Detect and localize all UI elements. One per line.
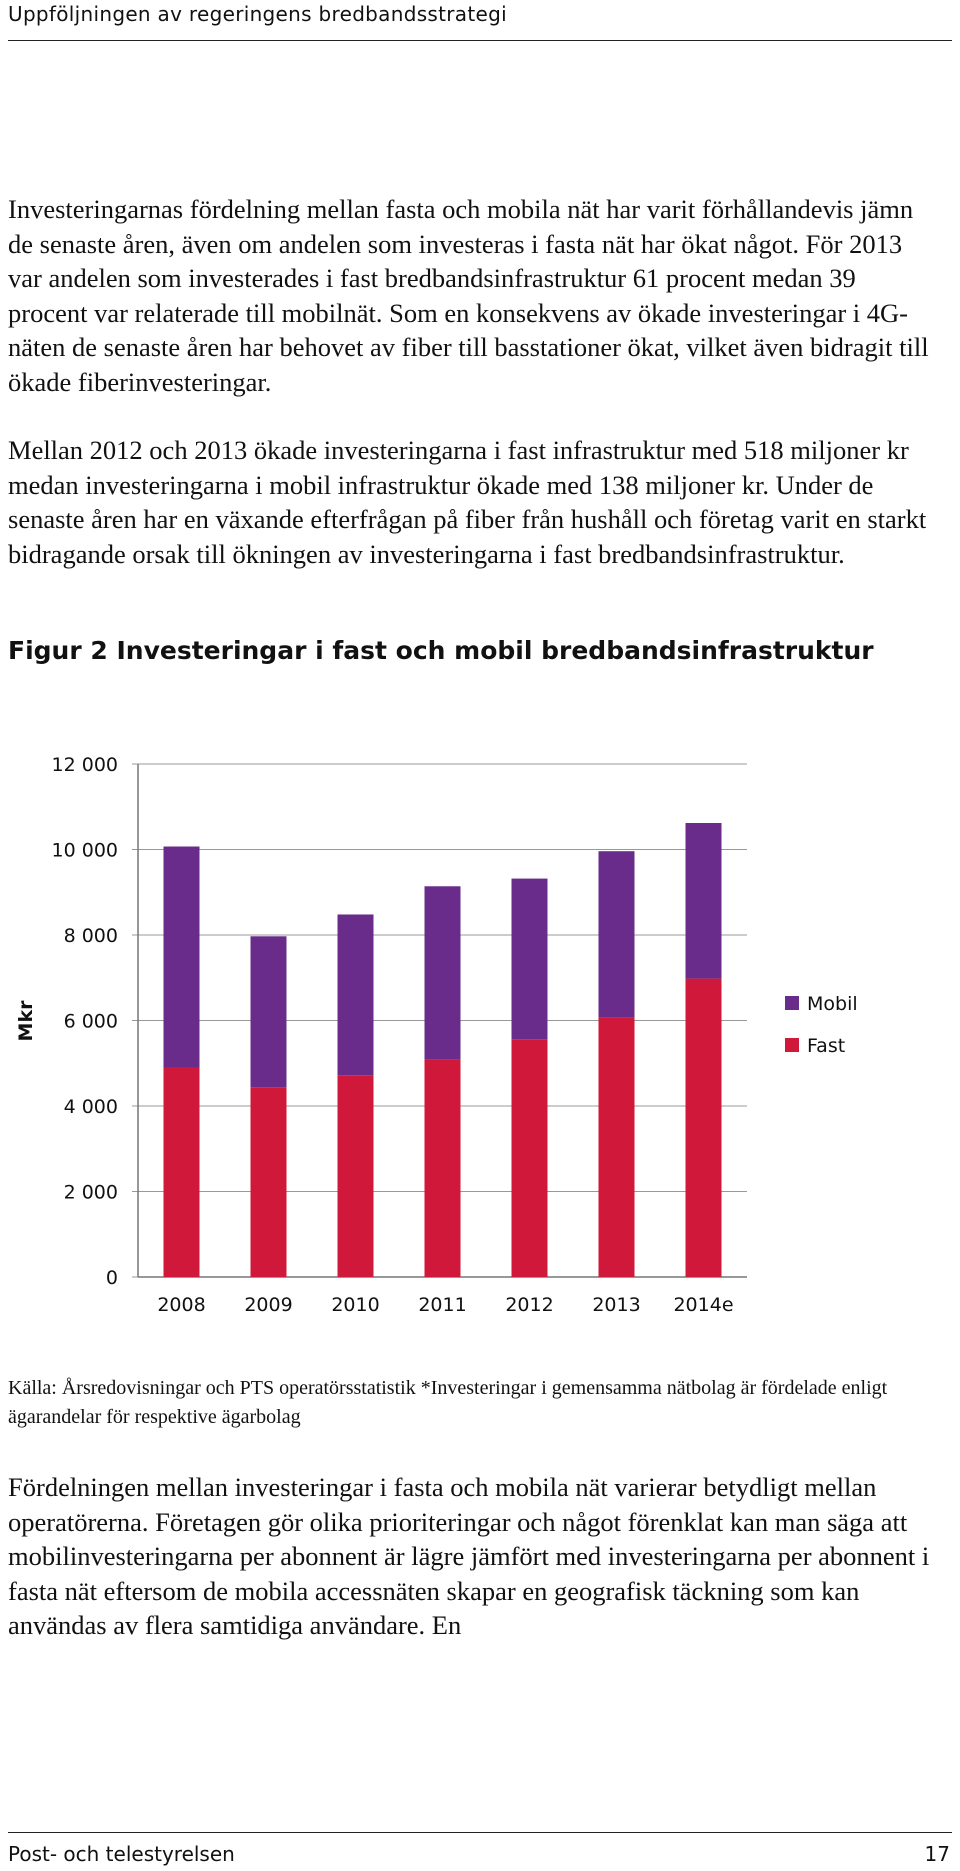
figure-source: Källa: Årsredovisningar och PTS operatör…: [8, 1377, 888, 1428]
bar-mobil-2010: [337, 914, 374, 1076]
paragraph-2: Mellan 2012 och 2013 ökade investeringar…: [8, 435, 927, 569]
bar-fast-2012: [511, 1039, 548, 1277]
page-header: Uppföljningen av regeringens bredbandsst…: [8, 0, 952, 41]
investment-chart: 0 2 000 4 000 6 000 8 000 10 000 12 000 Mkr 2008…: [15, 754, 858, 1316]
x-tick-label: 2009: [244, 1294, 292, 1316]
footer-divider: [8, 1832, 952, 1833]
bar-fast-2011: [424, 1059, 461, 1277]
figure-title: Figur 2 Investeringar i fast och mobil b…: [8, 636, 874, 665]
legend-label-fast: Fast: [807, 1035, 845, 1057]
bar-fast-2010: [337, 1075, 374, 1277]
paragraph-1: Investeringarnas fördelning mellan fasta…: [8, 194, 929, 397]
y-tick-label: 2 000: [64, 1182, 118, 1204]
x-tick-label: 2008: [157, 1294, 205, 1316]
bar-mobil-2013: [598, 851, 635, 1018]
footer-publisher: Post- och telestyrelsen: [8, 1842, 235, 1866]
bar-mobil-2008: [163, 846, 200, 1068]
bar-mobil-2011: [424, 886, 461, 1060]
bar-fast-2014e: [685, 978, 722, 1277]
x-tick-label: 2011: [418, 1294, 466, 1316]
x-tick-label: 2012: [505, 1294, 553, 1316]
y-tick-label: 0: [106, 1267, 118, 1289]
bar-fast-2008: [163, 1067, 200, 1277]
y-tick-label: 8 000: [64, 925, 118, 947]
bar-fast-2013: [598, 1017, 635, 1277]
bar-fast-2009: [250, 1087, 287, 1277]
x-tick-label: 2014e: [673, 1294, 733, 1316]
legend-swatch-mobil: [785, 996, 799, 1010]
bar-mobil-2014e: [685, 822, 722, 979]
x-tick-label: 2013: [592, 1294, 640, 1316]
page-number: 17: [924, 1842, 950, 1866]
y-tick-label: 6 000: [64, 1011, 118, 1033]
legend-label-mobil: Mobil: [807, 993, 858, 1015]
y-tick-label: 10 000: [52, 840, 118, 862]
legend-swatch-fast: [785, 1038, 799, 1052]
y-tick-label: 4 000: [64, 1096, 118, 1118]
header-title: Uppföljningen av regeringens bredbandsst…: [8, 2, 507, 26]
y-axis-label: Mkr: [15, 1000, 37, 1042]
bar-mobil-2009: [250, 936, 287, 1088]
y-tick-label: 12 000: [52, 754, 118, 776]
bar-mobil-2012: [511, 878, 548, 1040]
x-tick-label: 2010: [331, 1294, 379, 1316]
paragraph-3: Fördelningen mellan investeringar i fast…: [8, 1472, 930, 1640]
